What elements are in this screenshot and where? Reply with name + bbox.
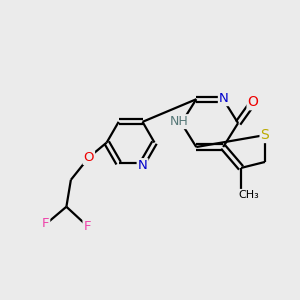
Text: CH₃: CH₃ xyxy=(238,190,259,200)
Text: O: O xyxy=(83,151,94,164)
Text: F: F xyxy=(83,220,91,232)
Text: N: N xyxy=(219,92,229,105)
Text: S: S xyxy=(261,128,269,142)
Text: O: O xyxy=(248,95,259,109)
Text: NH: NH xyxy=(169,115,188,128)
Text: N: N xyxy=(138,159,147,172)
Text: F: F xyxy=(42,217,49,230)
